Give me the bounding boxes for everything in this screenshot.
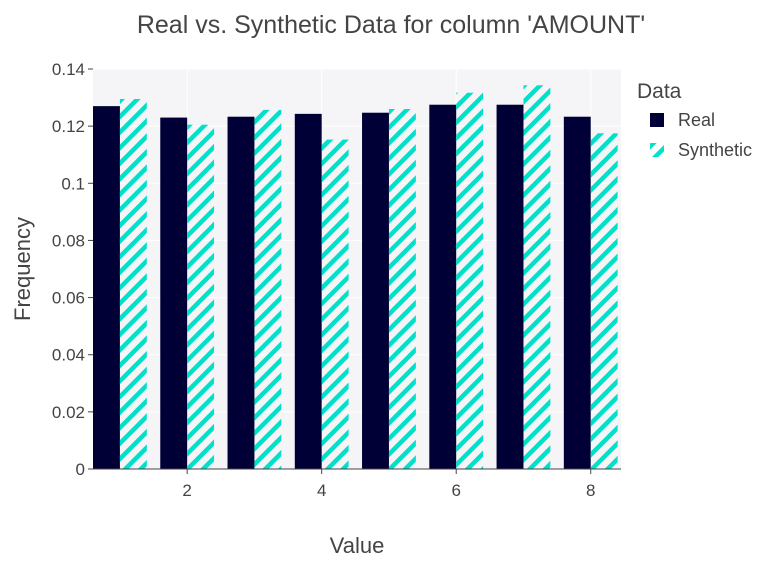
legend-item-synthetic[interactable]: Synthetic bbox=[650, 140, 752, 160]
legend: Data Real Synthetic bbox=[637, 80, 752, 160]
legend-label-real: Real bbox=[678, 110, 715, 130]
x-axis-ticks: 2 4 6 8 bbox=[182, 469, 595, 500]
bar-synthetic[interactable] bbox=[590, 133, 618, 470]
bar-synthetic[interactable] bbox=[119, 99, 147, 469]
y-tick-label: 0.1 bbox=[61, 174, 85, 193]
x-tick-label: 2 bbox=[182, 481, 191, 500]
legend-swatch-synthetic bbox=[650, 143, 664, 157]
x-tick-label: 4 bbox=[317, 481, 326, 500]
y-tick-label: 0 bbox=[76, 460, 85, 479]
bar-real[interactable] bbox=[227, 116, 255, 469]
bar-synthetic[interactable] bbox=[187, 124, 215, 469]
y-axis-title: Frequency bbox=[10, 217, 35, 321]
bar-real[interactable] bbox=[429, 104, 457, 469]
bar-synthetic[interactable] bbox=[456, 92, 484, 469]
bar-real[interactable] bbox=[362, 112, 389, 469]
y-tick-label: 0.08 bbox=[52, 231, 85, 250]
chart-title: Real vs. Synthetic Data for column 'AMOU… bbox=[137, 11, 645, 39]
y-axis-ticks: 0 0.02 0.04 0.06 0.08 0.1 0.12 0.14 bbox=[52, 60, 93, 479]
y-tick-label: 0.12 bbox=[52, 117, 85, 136]
x-axis-title: Value bbox=[330, 533, 385, 558]
bar-real[interactable] bbox=[160, 117, 188, 470]
x-tick-label: 6 bbox=[451, 481, 460, 500]
legend-swatch-real bbox=[650, 113, 664, 127]
bars bbox=[93, 85, 618, 470]
legend-item-real[interactable]: Real bbox=[650, 110, 715, 130]
y-tick-label: 0.14 bbox=[52, 60, 85, 79]
bar-synthetic[interactable] bbox=[388, 109, 416, 469]
bar-real[interactable] bbox=[496, 104, 524, 469]
bar-synthetic[interactable] bbox=[254, 109, 282, 469]
legend-title: Data bbox=[637, 80, 682, 103]
y-tick-label: 0.04 bbox=[52, 346, 85, 365]
bar-real[interactable] bbox=[93, 106, 120, 470]
legend-label-synthetic: Synthetic bbox=[678, 140, 752, 160]
y-tick-label: 0.06 bbox=[52, 289, 85, 308]
x-tick-label: 8 bbox=[586, 481, 595, 500]
y-tick-label: 0.02 bbox=[52, 403, 85, 422]
bar-real[interactable] bbox=[294, 113, 322, 469]
bar-synthetic[interactable] bbox=[523, 85, 551, 470]
bar-synthetic[interactable] bbox=[321, 139, 349, 470]
bar-real[interactable] bbox=[563, 116, 591, 469]
